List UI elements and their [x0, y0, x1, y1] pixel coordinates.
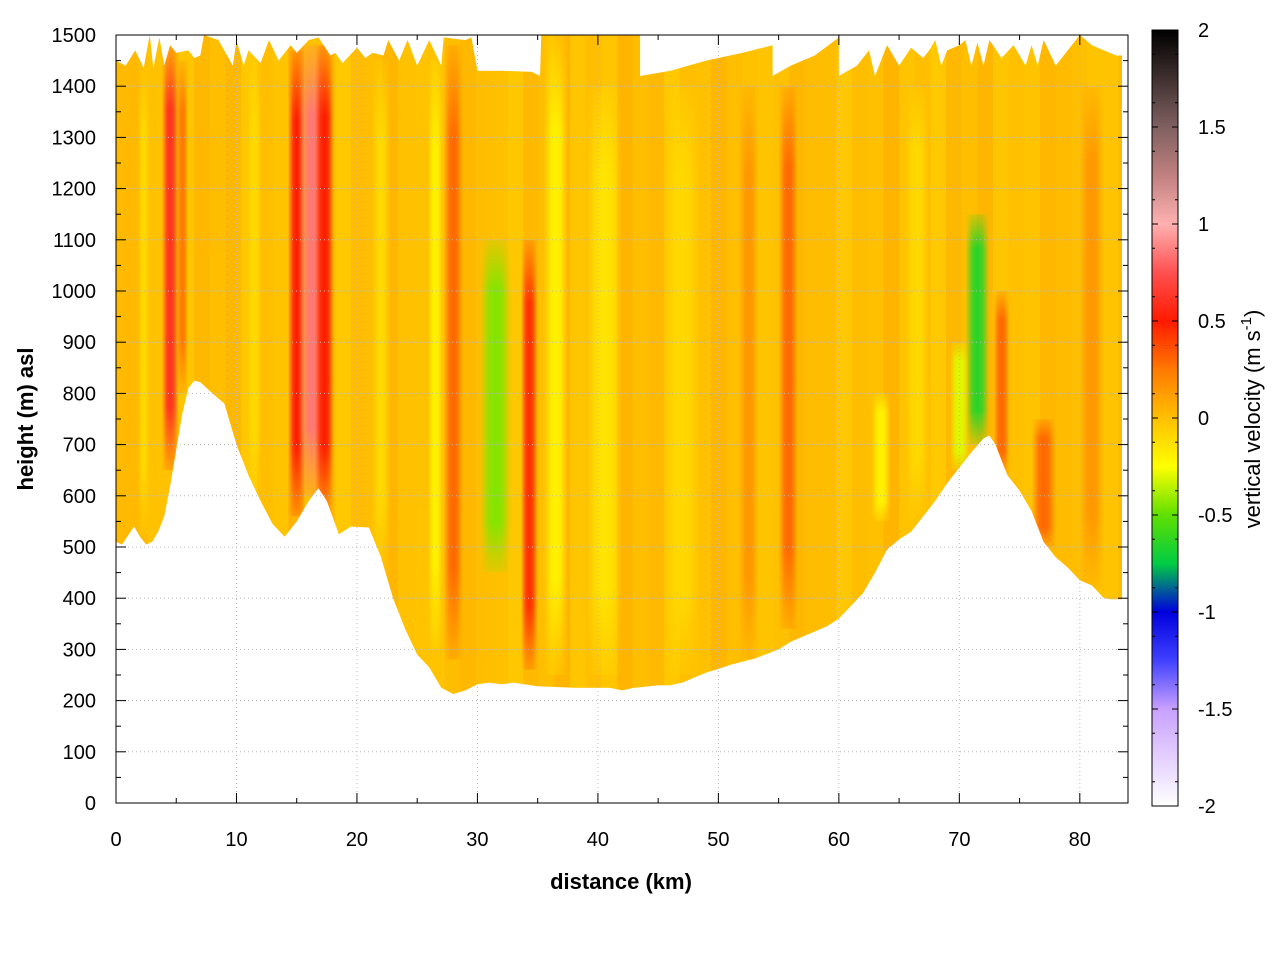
- heatmap-band: [905, 86, 930, 522]
- y-tick-label: 1400: [52, 76, 97, 98]
- heatmap-stripe: [116, 35, 132, 694]
- y-tick-label: 0: [85, 793, 96, 815]
- heatmap-band: [371, 60, 391, 573]
- y-tick-label: 300: [63, 639, 96, 661]
- heatmap-band: [520, 239, 538, 670]
- heatmap-stripe: [397, 35, 414, 694]
- heatmap-stripe: [225, 35, 242, 694]
- heatmap-stripe: [350, 35, 367, 694]
- heatmap-band: [993, 291, 1010, 481]
- heatmap-stripe: [209, 35, 226, 694]
- colorbar: -2 -1.5 -1 -0.5 0 0.5 1 1.5 2 vertical velocity …: [1151, 20, 1265, 818]
- grid: [115, 34, 1128, 804]
- heatmap-stripe: [460, 35, 477, 694]
- colorbar-tick-label: 2: [1198, 20, 1209, 42]
- x-axis-label: distance (km): [550, 869, 692, 894]
- colorbar-tick-label: 0.5: [1198, 311, 1226, 333]
- x-tick-label: 60: [828, 829, 850, 851]
- x-tick-label: 20: [346, 829, 368, 851]
- heatmap-stripe: [1102, 35, 1119, 694]
- heatmap-stripe: [930, 35, 947, 694]
- y-tick-label: 500: [63, 537, 96, 559]
- heatmap-stripe: [194, 35, 210, 694]
- colorbar-tick-label: -1: [1198, 602, 1216, 624]
- y-tick-label: 600: [63, 486, 96, 508]
- heatmap-band: [443, 45, 463, 660]
- heatmap-stripe: [758, 35, 774, 694]
- heatmap-band: [137, 60, 150, 537]
- heatmap-stripe: [883, 35, 900, 694]
- colorbar-tick-label: 0: [1198, 408, 1209, 430]
- colorbar-label: vertical velocity (m s-1): [1238, 310, 1265, 529]
- x-tick-label: 40: [587, 829, 609, 851]
- y-tick-label: 1500: [52, 25, 97, 47]
- y-axis-label: height (m) asl: [13, 347, 38, 490]
- heatmap-band: [428, 60, 443, 650]
- colorbar-tick-label: 1: [1198, 214, 1209, 236]
- heatmap-band: [965, 214, 990, 445]
- heatmap-stripe: [335, 35, 351, 694]
- heatmap-band: [161, 45, 179, 471]
- heatmap-band: [543, 35, 568, 675]
- colorbar-label-text: vertical velocity (m s: [1240, 330, 1265, 528]
- heatmap-band: [585, 86, 622, 675]
- heatmap-band: [949, 342, 969, 471]
- x-tick-label: 30: [466, 829, 488, 851]
- heatmap-band: [871, 393, 891, 522]
- x-tick-label: 80: [1069, 829, 1091, 851]
- y-tick-label: 800: [63, 383, 96, 405]
- heatmap-stripe: [413, 35, 430, 694]
- y-tick-label: 200: [63, 691, 96, 713]
- x-tick-label: 50: [707, 829, 729, 851]
- y-tick-label: 700: [63, 435, 96, 457]
- colorbar-tick-label: -0.5: [1198, 505, 1232, 527]
- y-tick-label: 1300: [52, 127, 97, 149]
- heatmap-stripe: [632, 35, 649, 694]
- y-tick-label: 1100: [53, 230, 96, 252]
- axes: 0 10 20 30 40 50 60 70 8001002003004005006007008…: [52, 25, 1128, 851]
- y-tick-label: 900: [63, 332, 96, 354]
- heatmap-stripe: [1008, 35, 1025, 694]
- heatmap-band: [314, 45, 335, 517]
- y-tick-label: 400: [63, 588, 96, 610]
- y-tick-label: 1000: [52, 281, 97, 303]
- heatmap-stripe: [147, 35, 163, 694]
- heatmap-stripe: [711, 35, 727, 694]
- heatmap-band: [479, 239, 512, 573]
- heatmap-stripe: [1118, 35, 1122, 694]
- heatmap-band: [247, 60, 262, 496]
- y-tick-label: 1200: [52, 179, 97, 201]
- colorbar-label-close: ): [1240, 310, 1265, 317]
- heatmap-stripe: [272, 35, 289, 694]
- heatmap-band: [664, 86, 701, 675]
- heatmap-stripe: [726, 35, 743, 694]
- heatmap-band: [1079, 86, 1104, 588]
- heatmap-stripe: [852, 35, 868, 694]
- heatmap-stripe: [570, 35, 586, 694]
- colorbar-tick-label: -1.5: [1198, 699, 1232, 721]
- heatmap-stripe: [805, 35, 821, 694]
- heatmap-band: [738, 86, 759, 660]
- heatmap-stripe: [1055, 35, 1072, 694]
- heatmap-band: [1031, 419, 1056, 547]
- heatmap-area: [116, 35, 1122, 694]
- heatmap-stripe: [820, 35, 837, 694]
- heatmap-band: [778, 86, 798, 629]
- x-tick-label: 70: [948, 829, 970, 851]
- colorbar-tick-label: 1.5: [1198, 117, 1226, 139]
- x-tick-label: 10: [225, 829, 247, 851]
- heatmap-stripe: [507, 35, 524, 694]
- heatmap-band: [176, 60, 189, 394]
- colorbar-label-superscript: -1: [1238, 317, 1255, 330]
- heatmap-stripe: [648, 35, 665, 694]
- colorbar-ticks: -2 -1.5 -1 -0.5 0 0.5 1 1.5 2: [1152, 20, 1232, 818]
- heatmap-stripe: [867, 35, 884, 694]
- colorbar-tick-label: -2: [1198, 796, 1216, 818]
- x-tick-label: 0: [110, 829, 121, 851]
- heatmap-stripe: [836, 35, 853, 694]
- y-tick-label: 100: [63, 742, 96, 764]
